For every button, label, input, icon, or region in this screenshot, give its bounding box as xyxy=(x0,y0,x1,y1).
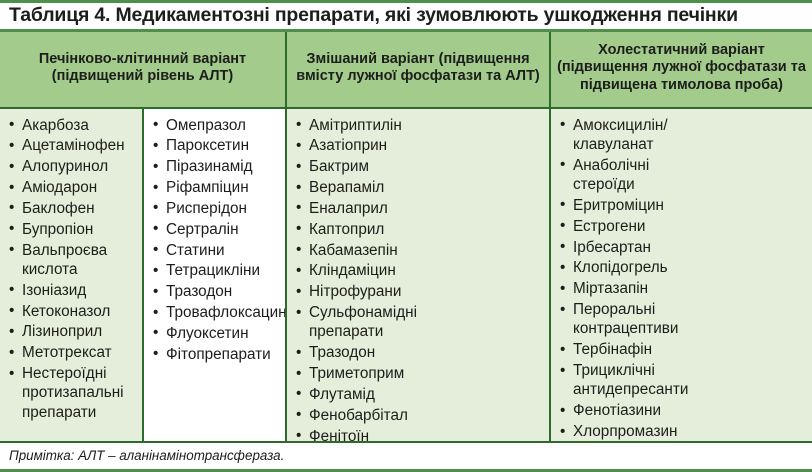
list-item: Метотрексат xyxy=(8,343,136,363)
list-item: Тетрацикліни xyxy=(152,261,279,281)
list-item: Фенітоїн xyxy=(295,426,543,441)
table-cell-hepatocellular-b: Омепразол Пароксетин Піразинамід Ріфампі… xyxy=(144,108,287,441)
list-item: Нестероїдні протизапальні препарати xyxy=(8,364,136,422)
list-item: Тербінафін xyxy=(559,340,806,360)
drug-list-cholestatic: Амоксицилін/ клавуланат Анаболічні стеро… xyxy=(559,115,806,441)
list-item: Естрогени xyxy=(559,216,806,236)
list-item: Фенобарбітал xyxy=(295,405,543,425)
list-item: Ірбесартан xyxy=(559,237,806,257)
list-item: Флуоксетин xyxy=(152,323,279,343)
list-item: Каптоприл xyxy=(295,219,543,239)
list-item: Аміодарон xyxy=(8,178,136,198)
drug-list-mixed: Амітриптилін Азатіоприн Бактрим Верапамі… xyxy=(295,115,543,441)
list-item: Еналаприл xyxy=(295,198,543,218)
list-item: Еритроміцин xyxy=(559,195,806,215)
list-item: Лізинoприл xyxy=(8,322,136,342)
list-item: Кліндаміцин xyxy=(295,261,543,281)
list-item: Сертралін xyxy=(152,219,279,239)
list-item: Бактрим xyxy=(295,157,543,177)
list-item: Пароксетин xyxy=(152,136,279,156)
list-item: Амоксицилін/ клавуланат xyxy=(559,115,806,155)
list-item: Нітрофурани xyxy=(295,282,543,302)
list-item: Алопуринол xyxy=(8,157,136,177)
table-cell-cholestatic: Амоксицилін/ клавуланат Анаболічні стеро… xyxy=(551,108,812,441)
table-footnote: Примітка: АЛТ – аланінамінотрансфераза. xyxy=(9,448,285,464)
list-item: Акарбоза xyxy=(8,115,136,135)
list-item: Сульфонамідні препарати xyxy=(295,303,543,342)
list-item: Хлорпромазин xyxy=(559,422,806,441)
list-item: Кабамазепін xyxy=(295,240,543,260)
list-item: Клопідогрель xyxy=(559,258,806,278)
list-item: Анаболічні стероїди xyxy=(559,155,806,195)
list-item: Верапаміл xyxy=(295,178,543,198)
list-item: Тровафлоксацин xyxy=(152,303,285,323)
table-cell-mixed: Амітриптилін Азатіоприн Бактрим Верапамі… xyxy=(287,108,551,441)
table-header-row: Печінково-клітинний варіант (підвищений … xyxy=(0,32,812,109)
list-item: Трициклічні антидепресанти xyxy=(559,361,806,400)
list-item: Амітриптилін xyxy=(295,115,543,135)
list-item: Бупропіон xyxy=(8,219,136,239)
list-item: Азатіоприн xyxy=(295,136,543,156)
list-item: Фенотіазини xyxy=(559,401,806,421)
list-item: Флутамід xyxy=(295,384,543,404)
drug-list-hepatocellular-a: Акарбоза Ацетамінофен Алопуринол Аміодар… xyxy=(8,115,136,423)
table-footnote-row: Примітка: АЛТ – аланінамінотрансфераза. xyxy=(0,442,812,472)
list-item: Вальпроєва кислота xyxy=(8,240,136,280)
list-item: Рисперідон xyxy=(152,198,279,218)
table-title-row: Таблиця 4. Медикаментозні препарати, які… xyxy=(0,0,812,33)
list-item: Омепразол xyxy=(152,115,279,135)
column-header-cholestatic: Холестатичний варіант (підвищення лужної… xyxy=(557,41,806,94)
drug-list-hepatocellular-b: Омепразол Пароксетин Піразинамід Ріфампі… xyxy=(152,115,285,365)
column-header-mixed: Змішаний варіант (підвищення вмісту лужн… xyxy=(287,32,551,107)
column-header-hepatocellular: Печінково-клітинний варіант (підвищений … xyxy=(0,32,287,107)
list-item: Ацетамінофен xyxy=(8,136,136,156)
page-title: Таблиця 4. Медикаментозні препарати, які… xyxy=(9,4,738,27)
list-item: Тразодон xyxy=(295,343,543,363)
list-item: Тразодон xyxy=(152,282,279,302)
list-item: Піразинамід xyxy=(152,157,279,177)
list-item: Триметоприм xyxy=(295,364,543,384)
list-item: Ізоніазид xyxy=(8,280,136,300)
list-item: Пероральні контрацептиви xyxy=(559,300,806,339)
list-item: Фітопрепарати xyxy=(152,344,279,364)
list-item: Кетоконазол xyxy=(8,301,136,321)
list-item: Баклофен xyxy=(8,198,136,218)
table-cell-hepatocellular-a: Акарбоза Ацетамінофен Алопуринол Аміодар… xyxy=(0,108,144,441)
table-body-row: Акарбоза Ацетамінофен Алопуринол Аміодар… xyxy=(0,108,812,443)
list-item: Статини xyxy=(152,240,279,260)
list-item: Ріфампіцин xyxy=(152,178,279,198)
list-item: Міртазапін xyxy=(559,279,806,299)
